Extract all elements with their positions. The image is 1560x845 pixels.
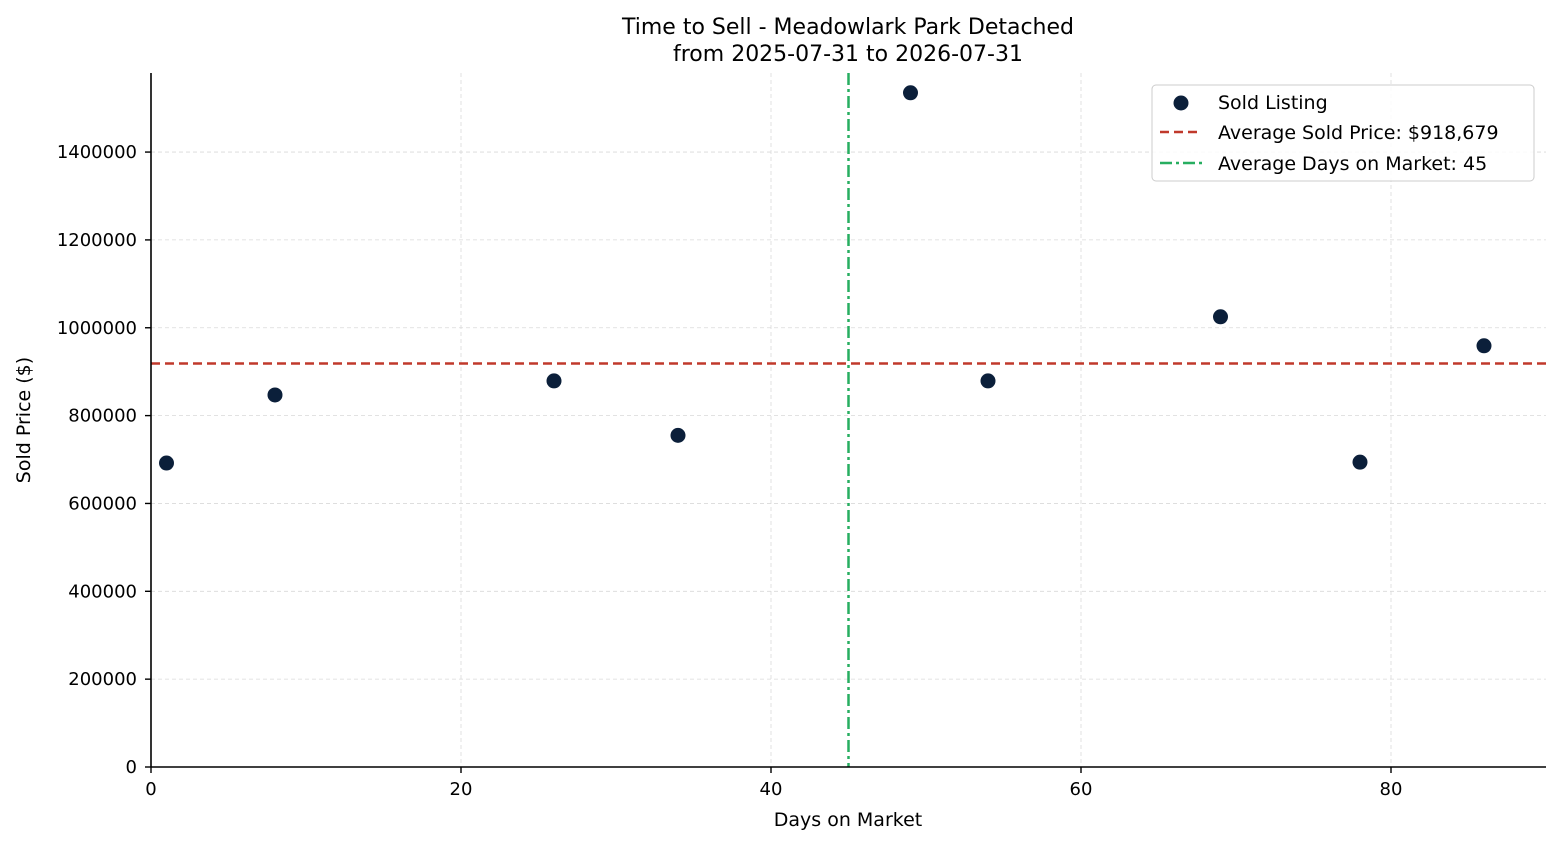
reference-lines: [151, 73, 1546, 767]
sold-listing-point: [267, 387, 283, 403]
tick-labels: 0 20 40 60 80 0 200000 400000 600000 800000 100000…: [57, 142, 1403, 800]
legend-label-average-price: Average Sold Price: $918,679: [1218, 122, 1499, 144]
chart-title-line2: from 2025-07-31 to 2026-07-31: [673, 42, 1023, 67]
legend-label-sold-listing: Sold Listing: [1218, 92, 1328, 114]
x-tick-label: 60: [1070, 779, 1093, 800]
sold-listing-point: [670, 427, 686, 443]
x-tick-label: 80: [1380, 779, 1403, 800]
sold-listing-point: [980, 373, 996, 389]
legend-marker-sold-listing: [1173, 95, 1189, 111]
y-tick-label: 600000: [68, 493, 137, 514]
chart-title-line1: Time to Sell - Meadowlark Park Detached: [621, 15, 1074, 40]
sold-listing-point: [1476, 338, 1492, 354]
sold-listing-point: [159, 455, 174, 471]
x-tick-label: 0: [145, 779, 156, 800]
y-tick-label: 800000: [68, 406, 137, 427]
sold-listing-point: [903, 85, 918, 101]
x-axis-label: Days on Market: [774, 809, 922, 831]
legend-box: [1151, 84, 1535, 182]
sold-listing-point: [1352, 454, 1368, 470]
grid: [151, 73, 1546, 767]
x-tick-label: 20: [450, 779, 473, 800]
y-axis-label: Sold Price ($): [13, 357, 35, 483]
scatter-points: [159, 85, 1492, 471]
sold-listing-point: [1213, 309, 1228, 325]
y-tick-label: 400000: [68, 581, 137, 602]
legend: Sold Listing Average Sold Price: $918,67…: [1151, 84, 1535, 182]
x-tick-label: 40: [760, 779, 783, 800]
y-tick-label: 0: [126, 757, 137, 778]
y-tick-label: 200000: [68, 669, 137, 690]
axes: [150, 73, 1546, 768]
y-tick-label: 1000000: [57, 318, 137, 339]
sold-listing-point: [546, 373, 562, 389]
y-tick-label: 1400000: [57, 142, 137, 163]
legend-label-average-days: Average Days on Market: 45: [1218, 153, 1487, 175]
y-tick-label: 1200000: [57, 230, 137, 251]
